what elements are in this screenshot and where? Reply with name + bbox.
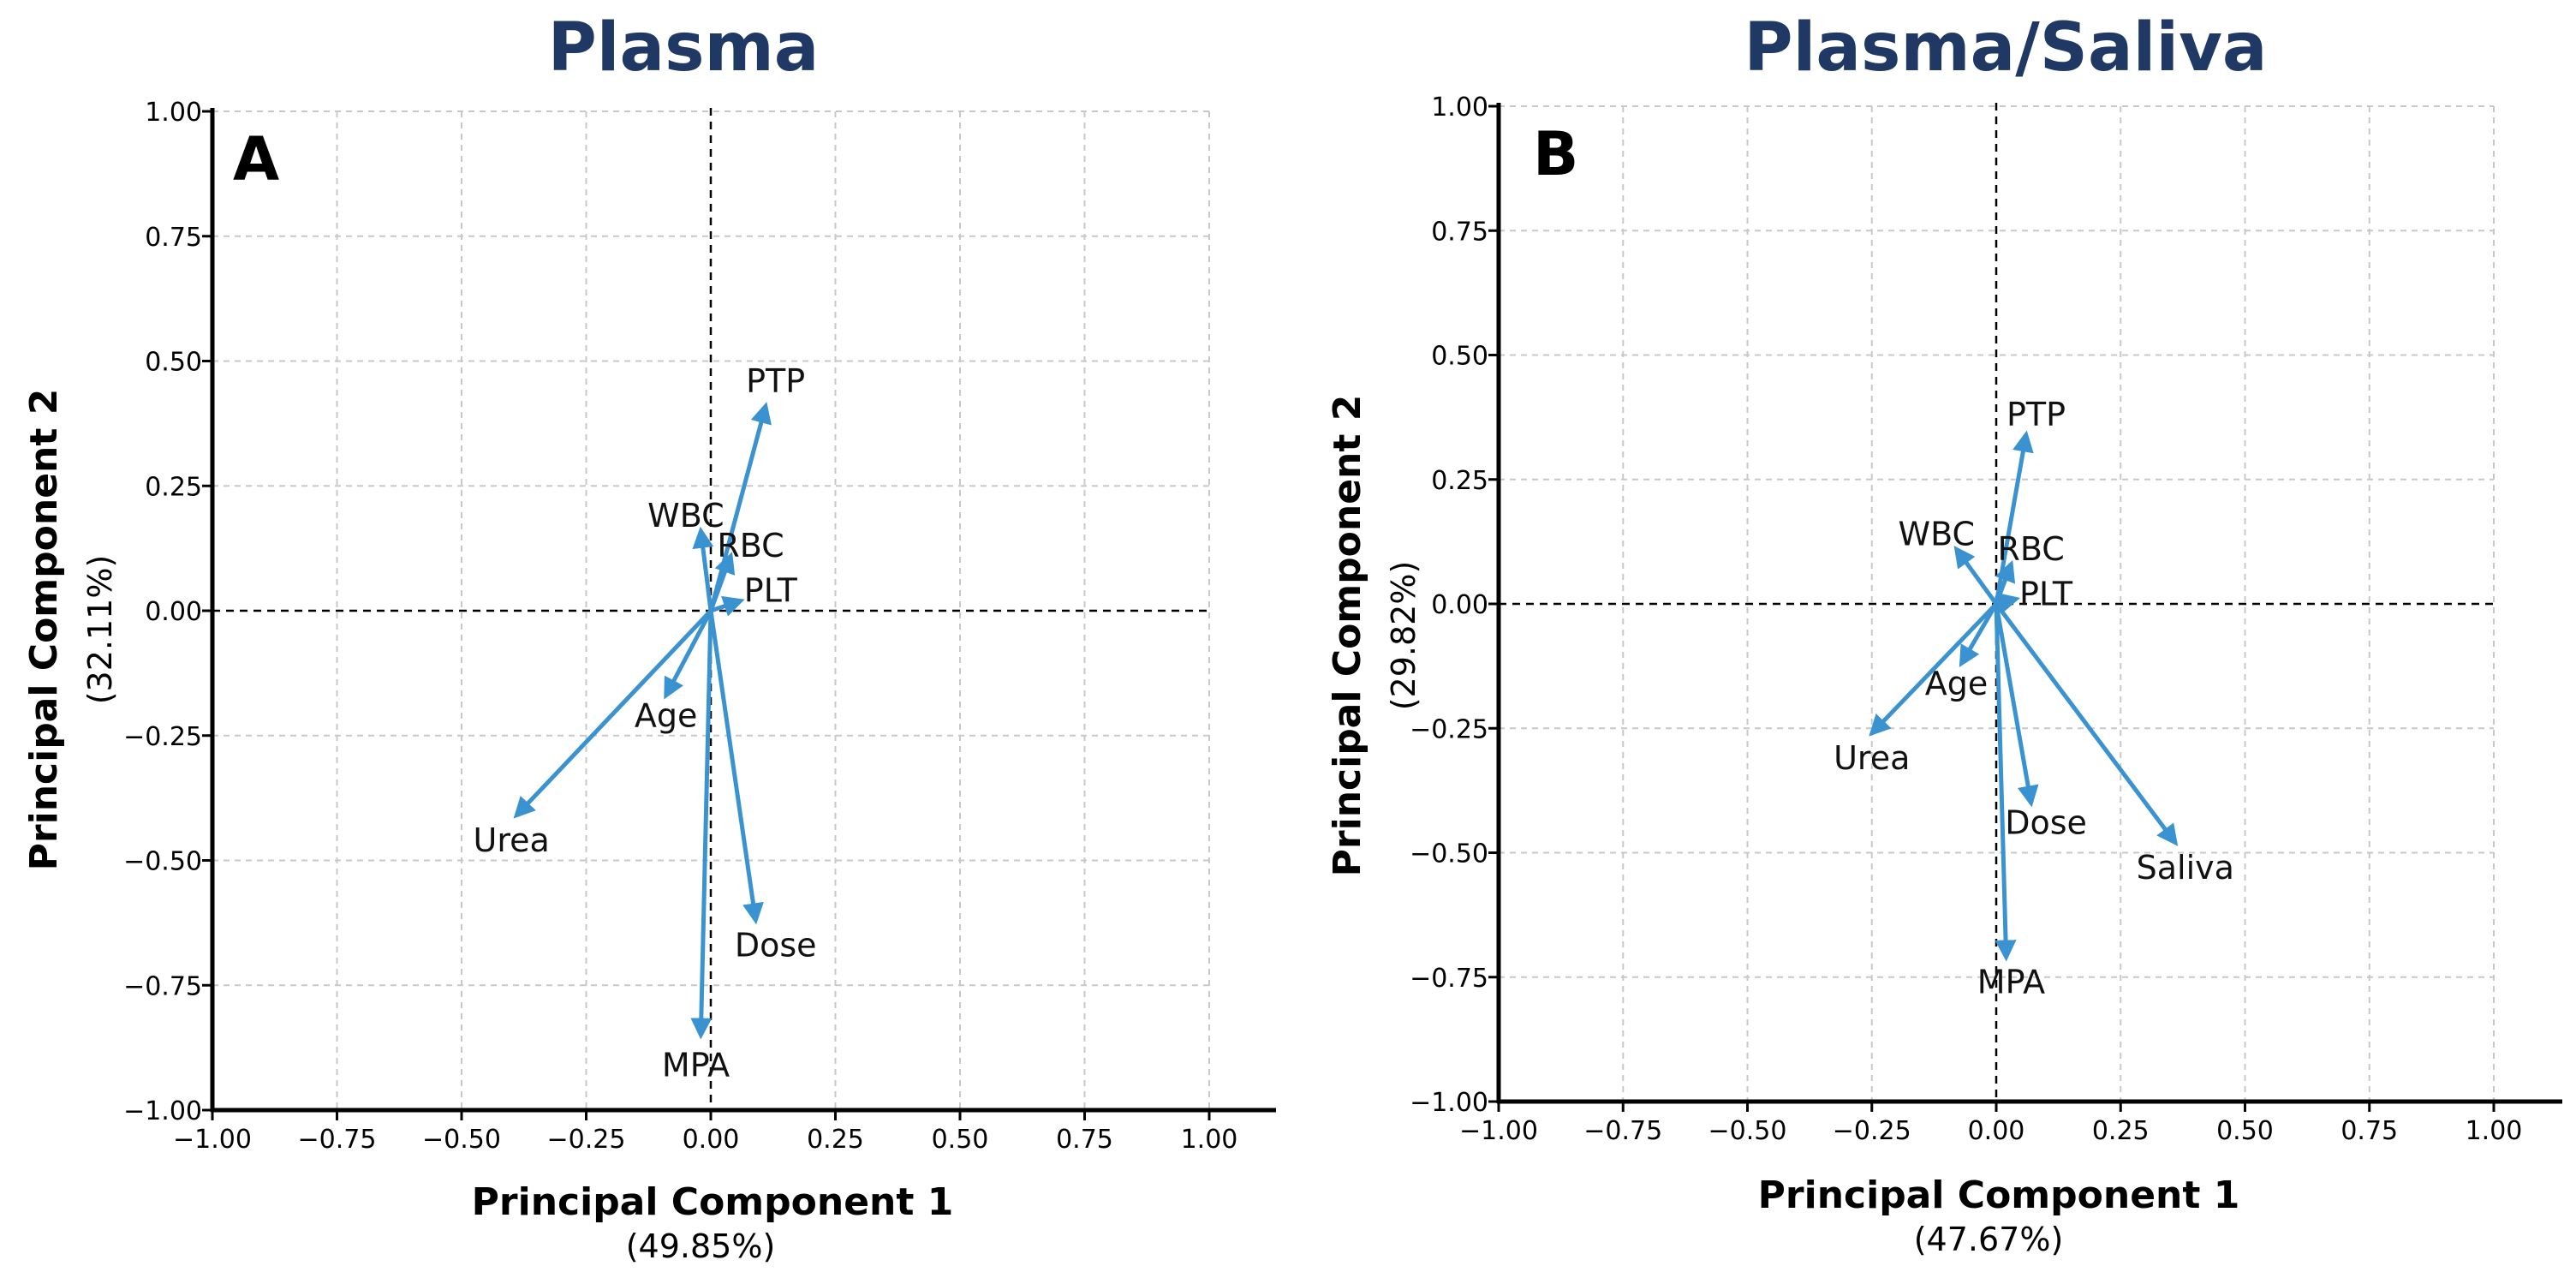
panel-a-label: A	[233, 124, 279, 194]
panel-b-y-axis-subtitle: (29.82%)	[1385, 561, 1422, 711]
panel-b-x-tick-label: 0.50	[2216, 1116, 2274, 1146]
panel-a-y-tick-label: −0.75	[123, 971, 202, 1001]
panel-a-y-tick-label: −0.25	[123, 722, 202, 752]
panel-b-plot-area: −1.00 −0.75 −0.50 −0.25 0.00 0.25 0.50 0.75 1.00…	[1410, 93, 2562, 1146]
panel-a-title: Plasma	[548, 9, 820, 87]
panel-a-vector-ptp-arrow	[708, 402, 772, 612]
panel-b-x-tick-label: −0.25	[1833, 1116, 1911, 1146]
panel-a-vector-dose-label: Dose	[735, 927, 817, 964]
panel-a-vector-urea-arrow	[513, 609, 713, 819]
panel-b-y-axis-title: Principal Component 2	[1326, 395, 1369, 877]
panel-a-y-tick-label: 1.00	[145, 98, 202, 128]
panel-b-vector-age-label: Age	[1925, 665, 1989, 702]
panel-b-y-tick-label: −1.00	[1410, 1088, 1488, 1118]
panel-b-vector-mpa-arrow	[1994, 603, 2017, 962]
panel-a-x-tick-label: 0.75	[1056, 1125, 1113, 1155]
panel-a-x-tick-label: −0.75	[298, 1125, 377, 1155]
panel-b-vector-ptp-label: PTP	[2007, 396, 2066, 433]
panel-a-vector-ptp-label: PTP	[746, 362, 805, 400]
panel-a-x-tick-label: 1.00	[1181, 1125, 1238, 1155]
panel-a-vector-plt-label: PLT	[744, 572, 798, 610]
panel-a-x-tick-label: 0.25	[807, 1125, 864, 1155]
panel-b-y-tick-label: 0.50	[1431, 342, 1488, 372]
panel-b-vector-urea-arrow	[1869, 602, 1998, 737]
panel-b-vector-urea-label: Urea	[1834, 739, 1910, 777]
panel-b-vector-plt-arrow	[1995, 592, 2021, 614]
panel-b-vector-saliva-arrow	[1994, 602, 2179, 846]
panel-b-y-tick-label: −0.25	[1410, 714, 1488, 744]
panel-a-y-tick-label: 0.00	[145, 597, 202, 627]
panel-a-vector-mpa-arrow	[690, 610, 713, 1040]
panel-a-vector-age-label: Age	[635, 696, 698, 734]
panel-b-x-tick-label: −1.00	[1459, 1116, 1538, 1146]
panel-b-label: B	[1533, 119, 1578, 189]
panel-a-vector-rbc-arrow	[708, 552, 736, 612]
panel-b-x-tick-label: 0.75	[2340, 1116, 2398, 1146]
panel-a-vector-rbc-label: RBC	[717, 527, 784, 564]
panel-b-title: Plasma/Saliva	[1744, 9, 2267, 87]
panel-a-x-axis-title: Principal Component 1	[472, 1180, 954, 1224]
panel-b-vector-age-arrow	[1959, 602, 1999, 668]
panel-b-vector-saliva-label: Saliva	[2137, 849, 2234, 887]
panel-a-plot-area: −1.00 −0.75 −0.50 −0.25 0.00 0.25 0.50 0.75 1.00…	[123, 98, 1276, 1155]
panel-a-y-tick-label: −0.50	[123, 847, 202, 877]
panel-a: Plasma −1.00 −0.75 −0.50 −0.25 0.00 0.25 0.50 0…	[22, 9, 1276, 1265]
panel-b: Plasma/Saliva −1.00 −0.75 −0.50 −0.25 0.00 0.…	[1326, 9, 2562, 1258]
panel-a-vector-dose-arrow	[708, 610, 764, 925]
panel-a-vector-urea-label: Urea	[474, 821, 550, 859]
panel-a-x-tick-label: −1.00	[173, 1125, 252, 1155]
panel-a-vector-mpa-label: MPA	[662, 1047, 730, 1084]
panel-a-x-tick-label: 0.00	[683, 1125, 740, 1155]
panel-a-x-tick-label: 0.50	[932, 1125, 989, 1155]
panel-b-vector-wbc-arrow	[1953, 546, 1999, 606]
panel-b-x-axis-title: Principal Component 1	[1758, 1173, 2240, 1217]
panel-b-x-tick-label: −0.75	[1583, 1116, 1662, 1146]
panel-b-x-tick-label: 1.00	[2466, 1116, 2523, 1146]
panel-a-y-axis-title: Principal Component 2	[22, 389, 66, 871]
panel-b-y-tick-label: 0.25	[1431, 466, 1488, 496]
panel-b-y-tick-label: 0.75	[1431, 217, 1488, 247]
panel-a-y-tick-label: −1.00	[123, 1096, 202, 1126]
panel-b-y-tick-label: −0.75	[1410, 964, 1488, 994]
panel-a-x-tick-label: −0.25	[547, 1125, 626, 1155]
panel-a-vector-plt-arrow	[710, 595, 745, 617]
panel-a-vector-wbc-label: WBC	[647, 497, 724, 534]
panel-b-x-tick-label: 0.25	[2092, 1116, 2150, 1146]
panel-b-vector-dose-arrow	[1994, 603, 2039, 808]
panel-b-x-axis-subtitle: (47.67%)	[1914, 1221, 2064, 1258]
panel-a-y-tick-label: 0.25	[145, 472, 202, 502]
panel-b-vector-rbc-label: RBC	[1997, 530, 2064, 568]
panel-a-y-axis-subtitle: (32.11%)	[81, 555, 119, 705]
panel-b-x-tick-label: 0.00	[1968, 1116, 2025, 1146]
panel-a-y-tick-label: 0.50	[145, 348, 202, 378]
panel-b-y-tick-label: −0.50	[1410, 839, 1488, 869]
panel-b-vector-dose-label: Dose	[2005, 804, 2087, 842]
panel-a-vector-wbc-arrow	[692, 526, 714, 612]
panel-b-y-tick-label: 0.00	[1431, 590, 1488, 620]
panel-b-vector-mpa-label: MPA	[1977, 964, 2045, 1001]
panel-a-y-tick-label: 0.75	[145, 223, 202, 253]
panel-a-x-axis-subtitle: (49.85%)	[626, 1227, 776, 1265]
panel-b-vector-plt-label: PLT	[2019, 575, 2073, 612]
panel-a-x-tick-label: −0.50	[422, 1125, 501, 1155]
panel-b-x-tick-label: −0.50	[1708, 1116, 1787, 1146]
panel-b-y-tick-label: 1.00	[1431, 93, 1488, 122]
panel-a-vector-age-arrow	[664, 609, 713, 700]
panel-b-vector-wbc-label: WBC	[1899, 516, 1976, 553]
